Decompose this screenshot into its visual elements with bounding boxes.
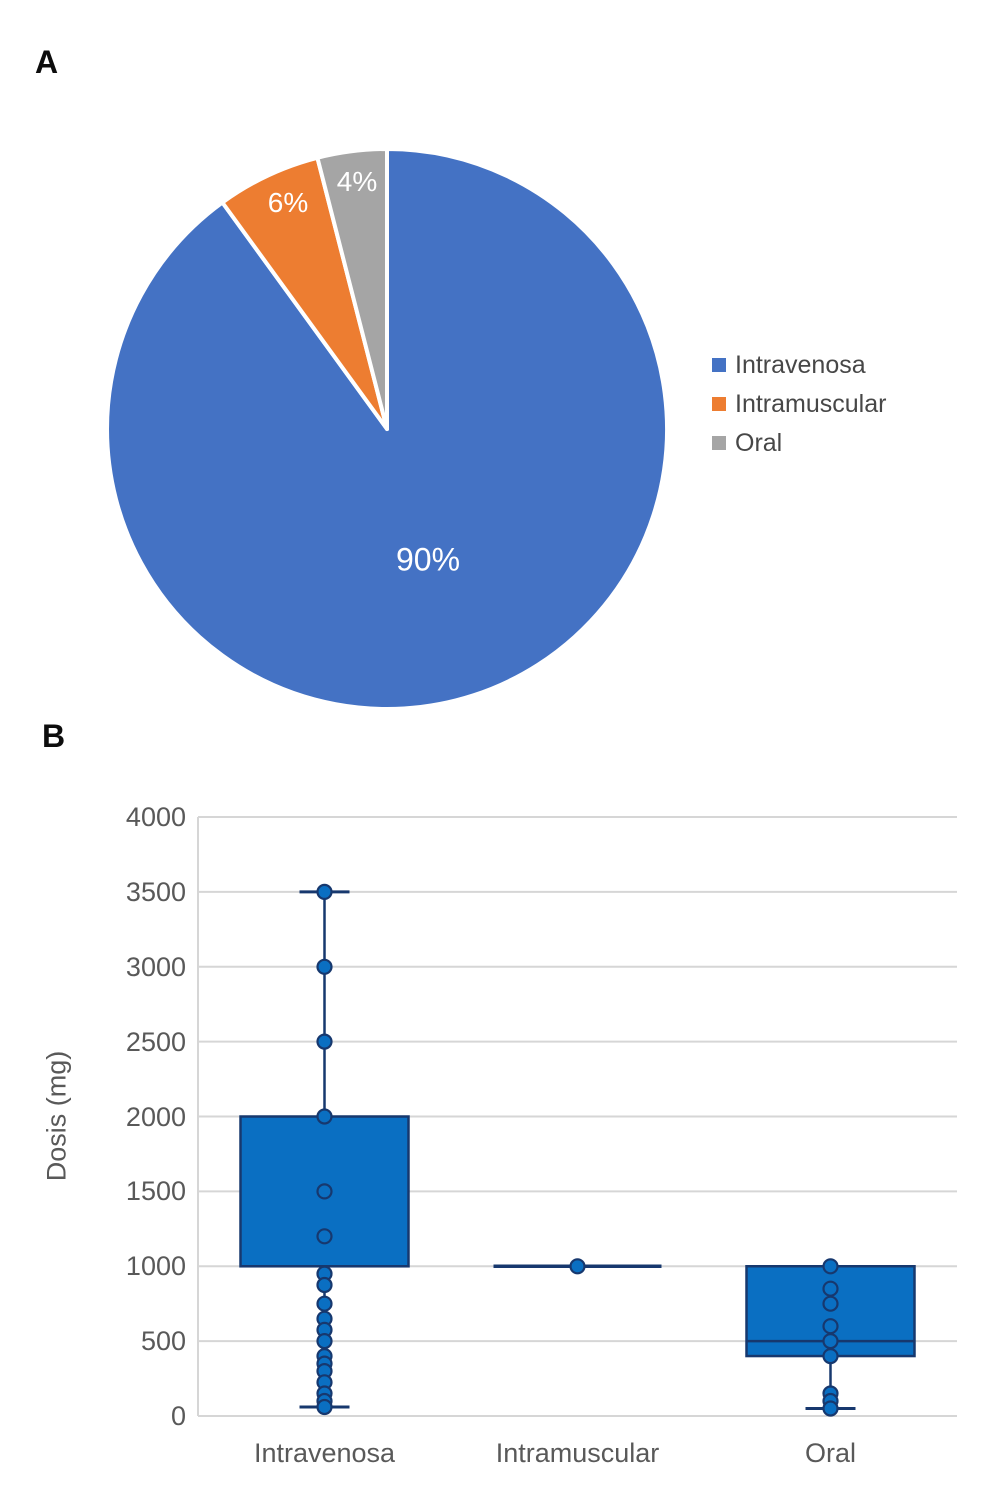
legend-swatch-intravenosa xyxy=(712,358,726,372)
data-point-marker-oral xyxy=(822,1347,839,1365)
x-category-label-intramuscular: Intramuscular xyxy=(495,1438,660,1468)
data-point-marker-intravenosa xyxy=(316,1228,333,1245)
legend-label-intramuscular: Intramuscular xyxy=(735,390,887,418)
y-tick-label: 2500 xyxy=(125,1026,186,1057)
data-point-marker-intravenosa xyxy=(316,958,333,975)
legend-label-oral: Oral xyxy=(735,429,783,457)
pie-slice-label-intravenosa: 90% xyxy=(395,541,461,578)
data-point-marker-oral xyxy=(822,1318,839,1335)
data-point-marker-oral xyxy=(822,1400,839,1417)
data-point-marker-oral xyxy=(822,1280,839,1297)
data-point-marker-oral xyxy=(822,1258,839,1275)
panel-a-label: A xyxy=(35,44,60,80)
x-category-label-oral: Oral xyxy=(804,1438,857,1468)
data-point-marker-intravenosa xyxy=(316,1183,333,1200)
pie-legend: Intravenosa Intramuscular Oral xyxy=(712,351,886,457)
pie-slice-label-intramuscular: 6% xyxy=(267,187,309,218)
y-tick-label: 4000 xyxy=(125,802,186,832)
data-point-marker-oral xyxy=(822,1295,839,1312)
y-tick-label: 1000 xyxy=(125,1251,186,1282)
data-point-marker-intravenosa xyxy=(316,1033,333,1050)
data-point-marker-intravenosa xyxy=(316,883,333,901)
pie-slice-oral xyxy=(315,147,389,431)
y-tick-label: 500 xyxy=(140,1326,186,1357)
y-tick-label: 3000 xyxy=(125,951,186,982)
data-point-marker-intravenosa xyxy=(316,1276,333,1294)
y-tick-label: 2000 xyxy=(125,1101,186,1132)
legend-swatch-intramuscular xyxy=(712,397,726,411)
y-tick-label: 1500 xyxy=(125,1176,186,1207)
y-tick-label: 0 xyxy=(170,1401,186,1431)
legend-item-intravenosa: Intravenosa xyxy=(712,351,886,379)
legend-item-oral: Oral xyxy=(712,429,886,457)
y-tick-label: 3500 xyxy=(125,876,186,907)
legend-item-intramuscular: Intramuscular xyxy=(712,390,886,418)
data-point-marker-intramuscular xyxy=(569,1258,586,1275)
pie-slice-label-oral: 4% xyxy=(336,166,378,197)
data-point-marker-oral xyxy=(822,1332,839,1350)
panel-b-label: B xyxy=(42,718,67,754)
data-point-marker-intravenosa xyxy=(316,1332,333,1350)
x-category-label-intravenosa: Intravenosa xyxy=(253,1438,396,1468)
legend-swatch-oral xyxy=(712,436,726,450)
data-point-marker-intravenosa xyxy=(316,1295,333,1312)
legend-label-intravenosa: Intravenosa xyxy=(735,351,866,379)
pie-slice-intravenosa xyxy=(105,147,669,711)
data-point-marker-intravenosa xyxy=(316,1398,333,1416)
data-point-marker-intravenosa xyxy=(316,1108,333,1125)
